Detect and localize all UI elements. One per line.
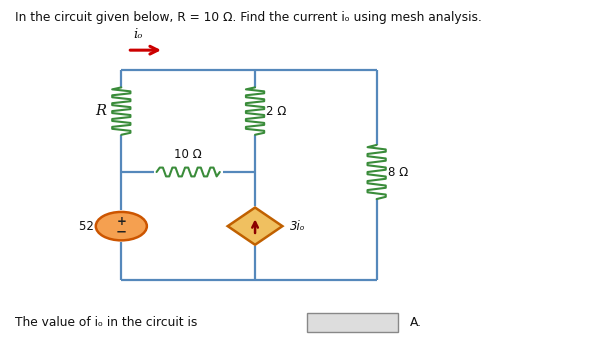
Text: R: R — [95, 104, 106, 118]
Circle shape — [96, 212, 147, 240]
Text: +: + — [117, 215, 126, 228]
Text: 8 Ω: 8 Ω — [387, 165, 408, 179]
Text: 3iₒ: 3iₒ — [290, 220, 305, 233]
Text: 10 Ω: 10 Ω — [174, 148, 202, 161]
FancyBboxPatch shape — [307, 313, 398, 332]
Text: −: − — [116, 225, 127, 238]
Polygon shape — [228, 207, 282, 245]
Text: iₒ: iₒ — [134, 28, 143, 41]
Text: A.: A. — [410, 316, 422, 329]
Text: The value of iₒ in the circuit is: The value of iₒ in the circuit is — [15, 316, 197, 329]
Text: In the circuit given below, R = 10 Ω. Find the current iₒ using mesh analysis.: In the circuit given below, R = 10 Ω. Fi… — [15, 11, 482, 24]
Text: 2 Ω: 2 Ω — [266, 105, 286, 118]
Text: 52 V: 52 V — [79, 220, 106, 233]
